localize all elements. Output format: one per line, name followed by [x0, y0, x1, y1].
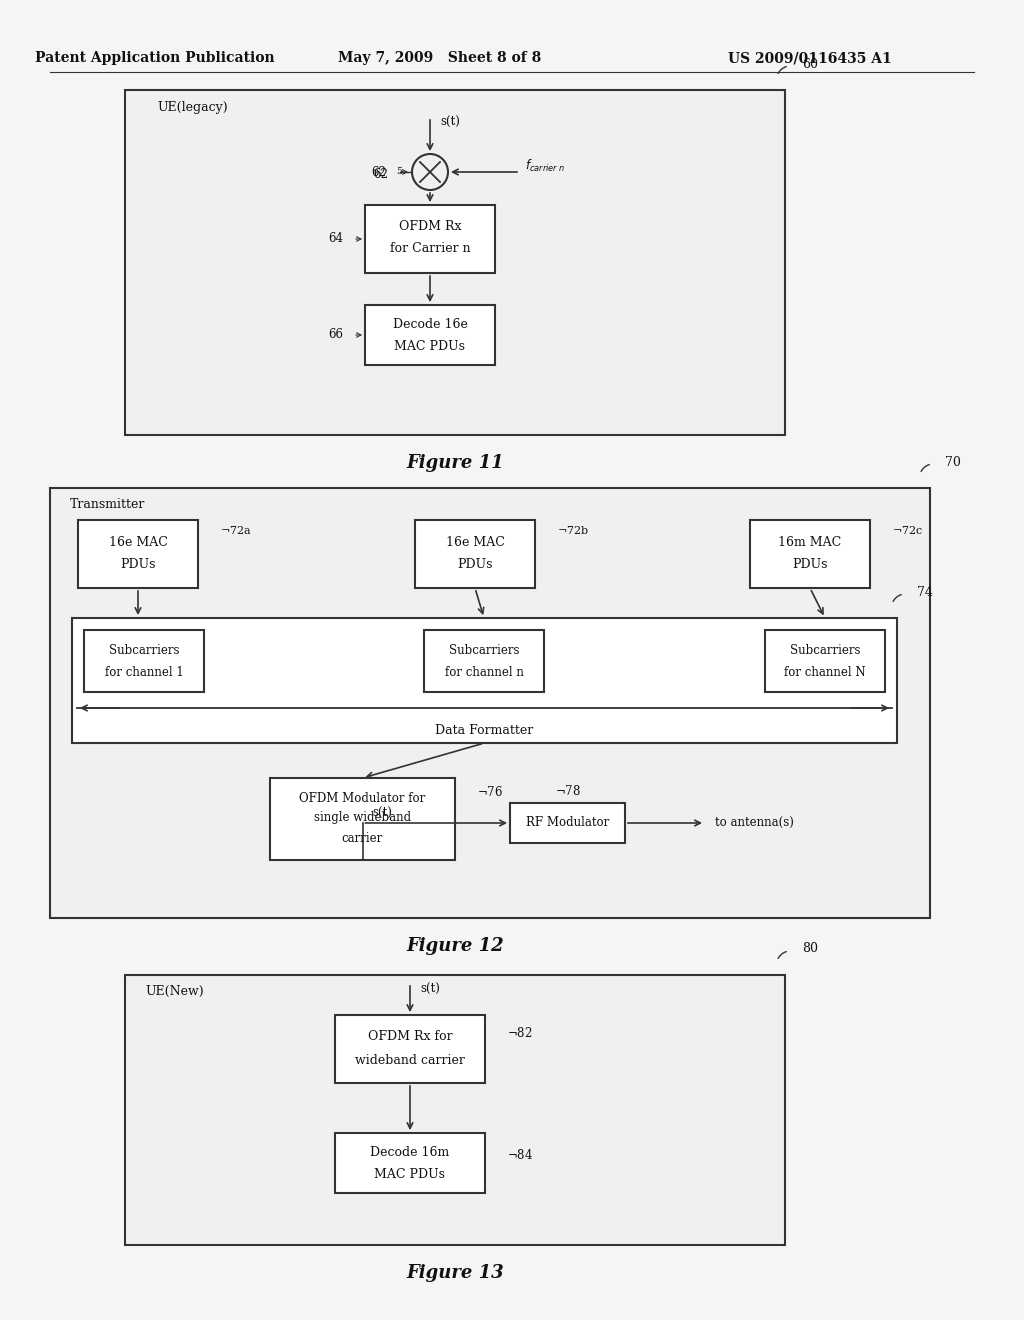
- Text: $\neg$72a: $\neg$72a: [220, 524, 252, 536]
- Text: for channel 1: for channel 1: [104, 665, 183, 678]
- Text: 16m MAC: 16m MAC: [778, 536, 842, 549]
- Bar: [335, 1133, 485, 1193]
- Bar: [84, 630, 204, 692]
- Text: 66: 66: [328, 329, 343, 342]
- Text: wideband carrier: wideband carrier: [355, 1055, 465, 1068]
- Text: $f_{carrier\ n}$: $f_{carrier\ n}$: [525, 158, 565, 174]
- Text: 64: 64: [328, 232, 343, 246]
- Text: Figure 12: Figure 12: [407, 937, 504, 954]
- Text: 60: 60: [802, 58, 818, 70]
- Bar: [125, 90, 785, 436]
- Text: 62: 62: [373, 168, 388, 181]
- Text: s(t): s(t): [373, 807, 392, 820]
- Bar: [335, 1015, 485, 1082]
- Text: PDUs: PDUs: [458, 557, 493, 570]
- Text: Transmitter: Transmitter: [71, 498, 145, 511]
- Text: s(t): s(t): [440, 116, 460, 128]
- Text: Figure 11: Figure 11: [407, 454, 504, 473]
- Text: Subcarriers: Subcarriers: [790, 644, 860, 656]
- Text: Figure 13: Figure 13: [407, 1265, 504, 1282]
- Text: 16e MAC: 16e MAC: [445, 536, 505, 549]
- Bar: [72, 618, 897, 743]
- Text: Decode 16m: Decode 16m: [371, 1147, 450, 1159]
- Text: PDUs: PDUs: [793, 557, 827, 570]
- Text: OFDM Rx for: OFDM Rx for: [368, 1031, 453, 1044]
- Text: $\neg$76: $\neg$76: [477, 785, 503, 799]
- Text: Subcarriers: Subcarriers: [109, 644, 179, 656]
- Text: for channel N: for channel N: [784, 665, 866, 678]
- Bar: [424, 630, 544, 692]
- Text: OFDM Modulator for: OFDM Modulator for: [299, 792, 426, 804]
- Bar: [415, 520, 535, 587]
- Bar: [125, 975, 785, 1245]
- Bar: [365, 305, 495, 366]
- Text: RF Modulator: RF Modulator: [526, 817, 609, 829]
- Text: for Carrier n: for Carrier n: [390, 243, 470, 256]
- Text: $\neg$78: $\neg$78: [555, 784, 581, 799]
- Bar: [750, 520, 870, 587]
- Text: 16e MAC: 16e MAC: [109, 536, 168, 549]
- Text: $\neg$82: $\neg$82: [507, 1026, 532, 1040]
- Bar: [765, 630, 885, 692]
- Text: carrier: carrier: [342, 832, 383, 845]
- Text: UE(New): UE(New): [145, 985, 205, 998]
- Text: to antenna(s): to antenna(s): [715, 817, 794, 829]
- Text: 5: 5: [396, 168, 402, 177]
- Bar: [78, 520, 198, 587]
- Bar: [270, 777, 455, 861]
- Text: 70: 70: [945, 455, 961, 469]
- Text: Decode 16e: Decode 16e: [392, 318, 467, 331]
- Text: s(t): s(t): [420, 982, 440, 995]
- Text: 80: 80: [802, 942, 818, 956]
- Text: single wideband: single wideband: [314, 812, 411, 825]
- Text: MAC PDUs: MAC PDUs: [375, 1168, 445, 1181]
- Text: Patent Application Publication: Patent Application Publication: [35, 51, 274, 65]
- Bar: [510, 803, 625, 843]
- Text: 62: 62: [371, 165, 386, 178]
- Bar: [365, 205, 495, 273]
- Bar: [50, 488, 930, 917]
- Text: PDUs: PDUs: [120, 557, 156, 570]
- Text: Subcarriers: Subcarriers: [449, 644, 519, 656]
- Text: MAC PDUs: MAC PDUs: [394, 341, 466, 354]
- Text: UE(legacy): UE(legacy): [158, 102, 228, 115]
- Text: $\neg$84: $\neg$84: [507, 1148, 534, 1162]
- Text: US 2009/0116435 A1: US 2009/0116435 A1: [728, 51, 892, 65]
- Text: $\neg$72b: $\neg$72b: [557, 524, 589, 536]
- Text: $\neg$72c: $\neg$72c: [892, 524, 924, 536]
- Text: May 7, 2009   Sheet 8 of 8: May 7, 2009 Sheet 8 of 8: [338, 51, 542, 65]
- Text: for channel n: for channel n: [444, 665, 523, 678]
- Text: Data Formatter: Data Formatter: [435, 725, 534, 738]
- Text: OFDM Rx: OFDM Rx: [398, 220, 461, 234]
- Text: 74: 74: [918, 586, 933, 598]
